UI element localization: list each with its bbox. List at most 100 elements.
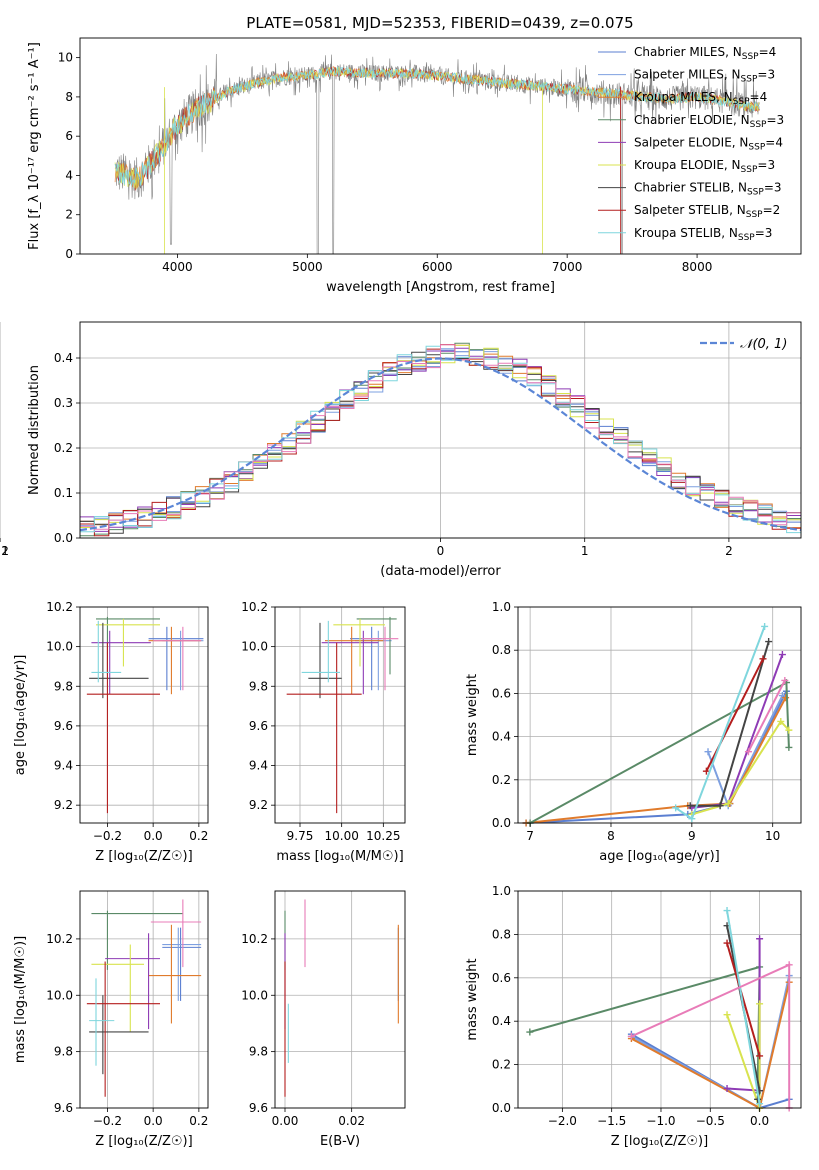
x-tick-label: 0.0 — [750, 1114, 769, 1128]
x-axis-label: wavelength [Angstrom, rest frame] — [326, 280, 555, 295]
x-tick-label: 7 — [526, 829, 534, 843]
y-tick-label: 9.8 — [54, 1045, 73, 1059]
weight-point-marker — [723, 1084, 731, 1092]
weight-series-line — [707, 695, 784, 809]
y-tick-label: 0.4 — [492, 1014, 511, 1028]
weight-series-line — [726, 910, 761, 1104]
x-tick-label: −1.0 — [646, 1114, 675, 1128]
legend-entry: Kroupa STELIB, NSSP=3 — [634, 226, 772, 243]
weight-series-line — [726, 942, 761, 1057]
x-tick-label: −2 — [0, 544, 9, 558]
axes: 9.75 10.00 10.25 9.2 9.4 9.6 9.8 10.0 10.2 mass [… — [241, 600, 406, 864]
y-tick-label: 10.2 — [241, 600, 268, 614]
x-axis-label: Z [log₁₀(Z/Z☉)] — [95, 1134, 192, 1149]
y-tick-label: 0.2 — [492, 1058, 511, 1072]
x-tick-label: 5000 — [292, 260, 323, 274]
x-tick-label: 0.0 — [144, 829, 163, 843]
marks — [526, 907, 793, 1112]
y-tick-label: 9.6 — [249, 1101, 268, 1115]
legend-entry: Kroupa MILES, NSSP=4 — [634, 90, 767, 107]
weight-point-marker — [765, 638, 773, 646]
y-tick-label: 0.4 — [492, 730, 511, 744]
y-tick-label: 2 — [65, 208, 73, 222]
weight-series-line — [747, 679, 786, 753]
grid — [275, 891, 405, 1109]
x-axis-label: Z [log₁₀(Z/Z☉)] — [95, 849, 192, 864]
axes-frame — [79, 606, 209, 824]
x-tick-label: 4000 — [162, 260, 193, 274]
axes-frame — [79, 37, 802, 255]
x-tick-label: −0.5 — [696, 1114, 725, 1128]
axes: −0.2 0.0 0.2 9.2 9.4 9.6 9.8 10.0 10.2 Z [log₁₀(Z… — [13, 600, 209, 864]
marks — [86, 616, 204, 814]
y-tick-label: 0.0 — [54, 531, 73, 545]
axes: −0.2 0.0 0.2 9.6 9.8 10.0 10.2 Z [log₁₀(Z/Z☉)] m… — [13, 890, 209, 1149]
legend-entry: 𝒩(0, 1) — [740, 337, 787, 352]
y-tick-label: 9.2 — [249, 798, 268, 812]
y-axis-label: Normed distribution — [27, 365, 42, 495]
axes-frame — [517, 890, 802, 1109]
spectrum-data-line — [114, 53, 760, 254]
x-tick-label: −0.2 — [93, 829, 122, 843]
x-tick-label: 8 — [607, 829, 615, 843]
y-tick-label: 4 — [65, 168, 73, 182]
x-tick-label: 10.00 — [324, 829, 358, 843]
weight-point-marker — [672, 804, 680, 812]
y-tick-label: 10.0 — [46, 640, 73, 654]
x-tick-label: 10 — [765, 829, 780, 843]
y-tick-label: 9.4 — [249, 759, 268, 773]
y-axis-label: mass [log₁₀(M/M☉)] — [13, 936, 28, 1063]
legend-entry: Salpeter ELODIE, NSSP=4 — [634, 135, 783, 152]
y-tick-label: 0.3 — [54, 396, 73, 410]
x-tick-label: 1 — [581, 544, 589, 558]
y-tick-label: 0.2 — [492, 773, 511, 787]
y-tick-label: 0.0 — [492, 816, 511, 830]
weight-point-marker — [704, 748, 712, 756]
legend-entry: Kroupa ELODIE, NSSP=3 — [634, 158, 775, 175]
x-tick-label: −0.2 — [93, 1114, 122, 1128]
x-tick-label: 0.2 — [189, 829, 208, 843]
weight-point-marker — [686, 802, 694, 810]
y-tick-label: 9.6 — [249, 719, 268, 733]
y-tick-label: 9.6 — [54, 1101, 73, 1115]
marks — [286, 616, 399, 814]
weight-series-line — [525, 697, 787, 824]
axes-frame — [79, 321, 802, 539]
x-tick-label: 8000 — [682, 260, 713, 274]
x-axis-label: age [log₁₀(age/yr)] — [599, 849, 720, 864]
y-tick-label: 0.2 — [54, 441, 73, 455]
y-axis-label: Flux [f_λ 10⁻¹⁷ erg cm⁻² s⁻¹ A⁻¹] — [27, 42, 42, 250]
y-tick-label: 6 — [65, 129, 73, 143]
legend: Chabrier MILES, NSSP=4 Salpeter MILES, NS… — [598, 45, 784, 243]
grid — [518, 606, 801, 824]
x-axis-label: E(B-V) — [320, 1134, 360, 1149]
y-tick-label: 0.1 — [54, 486, 73, 500]
y-tick-label: 0.4 — [54, 351, 73, 365]
weight-point-marker — [777, 717, 785, 725]
y-axis-label: mass weight — [465, 958, 480, 1040]
x-tick-label: 0.0 — [144, 1114, 163, 1128]
x-tick-label: 6000 — [422, 260, 453, 274]
weight-series-line — [675, 626, 766, 821]
y-tick-label: 10.0 — [46, 988, 73, 1002]
weight-point-marker — [627, 1032, 635, 1040]
weight-point-marker — [778, 651, 786, 659]
weight-point-marker — [723, 907, 731, 915]
y-tick-label: 10.0 — [241, 988, 268, 1002]
x-tick-label: 9 — [688, 829, 696, 843]
weight-point-marker — [688, 815, 696, 823]
y-tick-label: 9.8 — [249, 679, 268, 693]
weight-point-marker — [781, 676, 789, 684]
weight-point-marker — [756, 1000, 764, 1008]
grid — [80, 891, 208, 1109]
marks — [522, 622, 793, 827]
chart-age-Z: −0.2 0.0 0.2 9.2 9.4 9.6 9.8 10.0 10.2 Z [log₁₀(Z… — [13, 600, 209, 864]
weight-point-marker — [723, 939, 731, 947]
x-tick-label: −1.5 — [597, 1114, 626, 1128]
weight-point-marker — [756, 1100, 764, 1108]
x-tick-label: −1 — [0, 544, 9, 558]
marks — [284, 899, 399, 1097]
y-tick-label: 1.0 — [492, 600, 511, 614]
